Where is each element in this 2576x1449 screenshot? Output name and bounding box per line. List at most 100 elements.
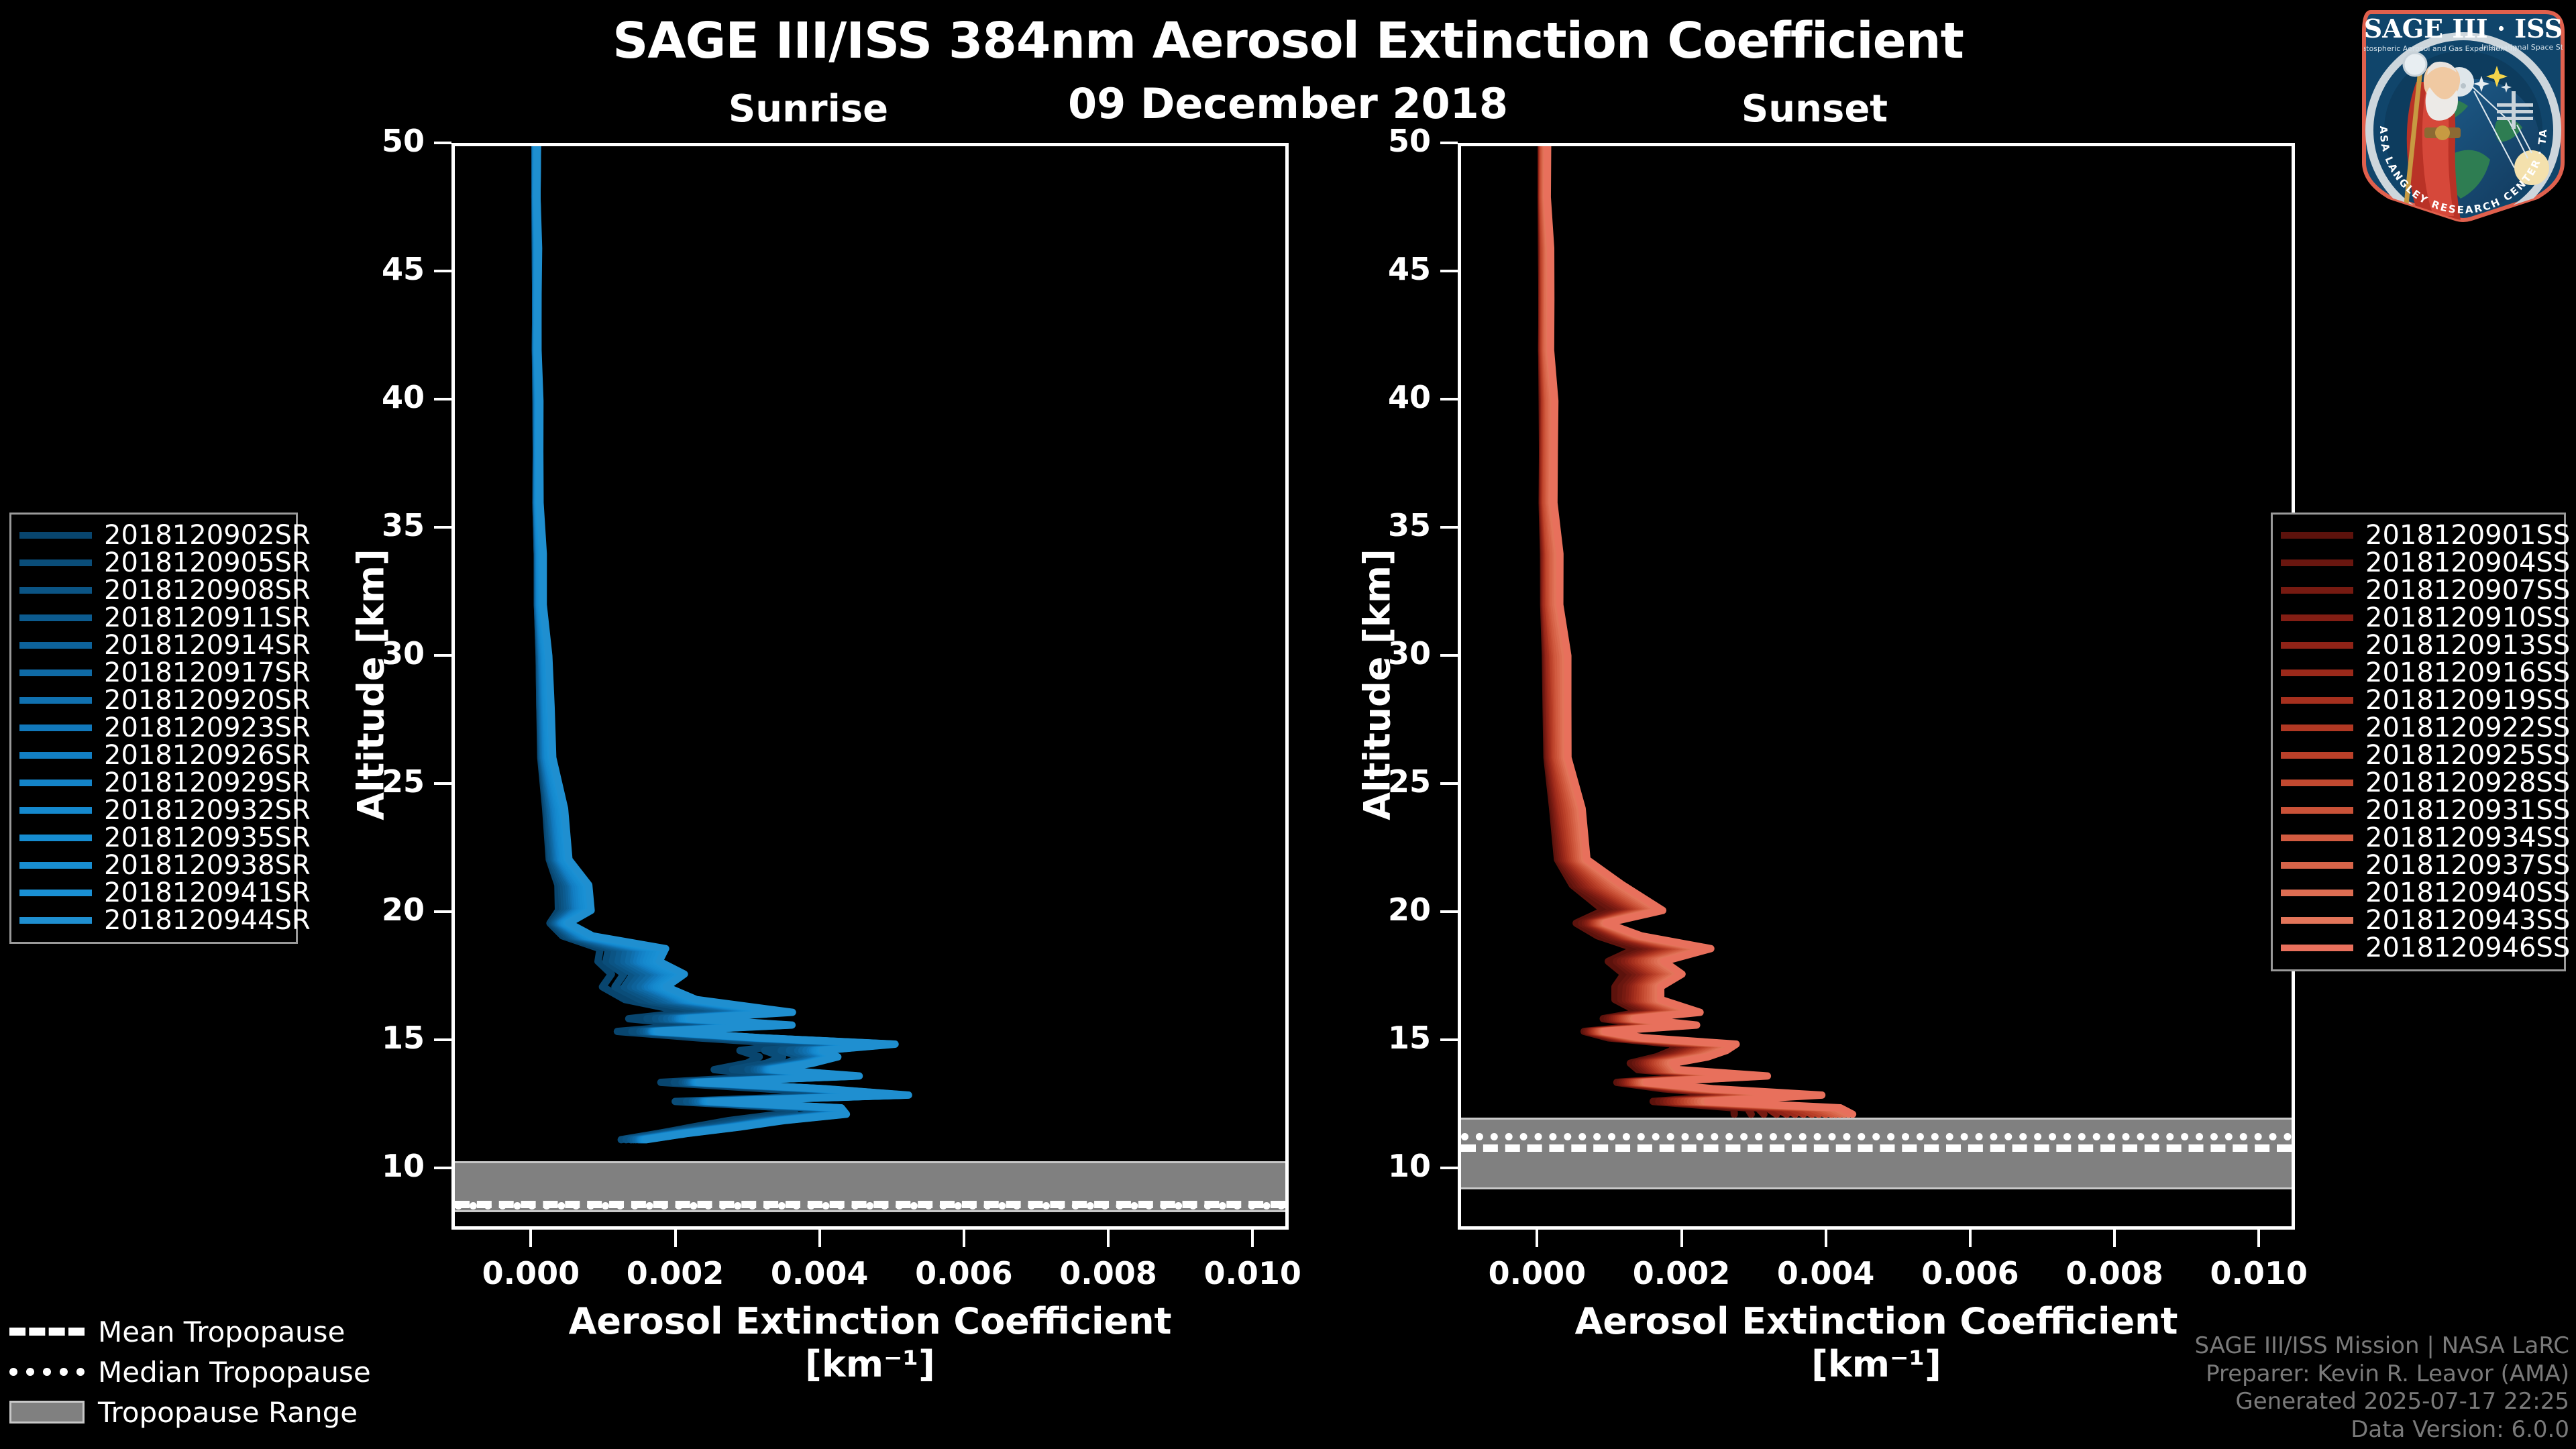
legend-item[interactable]: 2018120922SS bbox=[2281, 712, 2570, 743]
dashed-line-icon bbox=[9, 1328, 85, 1336]
legend-item[interactable]: 2018120940SS bbox=[2281, 877, 2570, 908]
legend-label: 2018120926SR bbox=[104, 739, 311, 771]
x-axis-tick-label: 0.010 bbox=[1203, 1255, 1301, 1291]
legend-item[interactable]: 2018120901SS bbox=[2281, 520, 2570, 551]
x-axis-tick-label: 0.002 bbox=[626, 1255, 724, 1291]
legend-label: 2018120902SR bbox=[104, 519, 311, 551]
median-tropopause-line bbox=[455, 1202, 1285, 1210]
legend-item[interactable]: 2018120931SS bbox=[2281, 795, 2570, 826]
legend-label: 2018120922SS bbox=[2365, 712, 2571, 743]
legend-label: 2018120914SR bbox=[104, 629, 311, 661]
legend-item[interactable]: 2018120905SR bbox=[19, 547, 311, 578]
legend-item[interactable]: 2018120920SR bbox=[19, 685, 311, 716]
legend-label: 2018120901SS bbox=[2365, 519, 2571, 551]
x-axis-tick bbox=[818, 1230, 821, 1247]
legend-item-tropopause-range: Tropopause Range bbox=[9, 1392, 371, 1432]
legend-label: 2018120928SS bbox=[2365, 767, 2571, 798]
y-axis-tick bbox=[434, 782, 451, 786]
legend-item[interactable]: 2018120911SR bbox=[19, 602, 311, 633]
legend-label: 2018120907SS bbox=[2365, 574, 2571, 606]
legend-item[interactable]: 2018120914SR bbox=[19, 630, 311, 661]
x-axis-tick-label: 0.000 bbox=[482, 1255, 580, 1291]
legend-color-swatch bbox=[19, 614, 92, 621]
legend-color-swatch bbox=[2281, 944, 2353, 951]
legend-item[interactable]: 2018120913SS bbox=[2281, 630, 2570, 661]
legend-item[interactable]: 2018120934SS bbox=[2281, 822, 2570, 853]
profile-line bbox=[531, 146, 897, 1144]
plot-area-sunrise bbox=[455, 146, 1285, 1226]
legend-item[interactable]: 2018120904SS bbox=[2281, 547, 2570, 578]
legend-item[interactable]: 2018120916SS bbox=[2281, 657, 2570, 688]
profile-line bbox=[531, 146, 900, 1144]
credits-line-mission: SAGE III/ISS Mission | NASA LaRC bbox=[2194, 1332, 2569, 1360]
legend-label: 2018120941SR bbox=[104, 877, 311, 908]
legend-color-swatch bbox=[19, 559, 92, 566]
y-axis-tick-label: 40 bbox=[1387, 379, 1431, 416]
legend-color-swatch bbox=[19, 724, 92, 731]
y-axis-tick-label: 10 bbox=[381, 1148, 425, 1185]
legend-item[interactable]: 2018120923SR bbox=[19, 712, 311, 743]
x-axis-tick bbox=[674, 1230, 677, 1247]
legend-item[interactable]: 2018120932SR bbox=[19, 795, 311, 826]
legend-color-swatch bbox=[19, 751, 92, 759]
legend-item[interactable]: 2018120937SS bbox=[2281, 850, 2570, 881]
y-axis-tick-label: 45 bbox=[381, 251, 425, 288]
profile-line bbox=[1540, 146, 1835, 1118]
legend-item[interactable]: 2018120917SR bbox=[19, 657, 311, 688]
x-axis-tick-label: 0.004 bbox=[770, 1255, 869, 1291]
y-axis-tick bbox=[1440, 1167, 1458, 1170]
legend-label: 2018120937SS bbox=[2365, 849, 2571, 881]
y-axis-tick-label: 30 bbox=[1387, 635, 1431, 672]
legend-sunrise[interactable]: 2018120902SR 2018120905SR 2018120908SR 2018… bbox=[9, 513, 311, 944]
y-axis-title-sunrise: Altitude [km] bbox=[350, 549, 392, 820]
y-axis-tick-label: 15 bbox=[1387, 1020, 1431, 1057]
patch-subtitle-right-line: International Space Station bbox=[2481, 43, 2571, 52]
legend-item[interactable]: 2018120910SS bbox=[2281, 602, 2570, 633]
legend-item[interactable]: 2018120946SS bbox=[2281, 932, 2570, 963]
legend-item[interactable]: 2018120907SS bbox=[2281, 575, 2570, 606]
profile-line bbox=[1544, 146, 1857, 1118]
legend-item[interactable]: 2018120929SR bbox=[19, 767, 311, 798]
y-axis-tick bbox=[434, 398, 451, 401]
profile-line bbox=[531, 146, 890, 1144]
profile-line bbox=[533, 146, 908, 1144]
profile-line bbox=[1542, 146, 1848, 1118]
x-axis-tick bbox=[2113, 1230, 2116, 1247]
legend-item[interactable]: 2018120928SS bbox=[2281, 767, 2570, 798]
profile-line bbox=[532, 146, 904, 1144]
profile-line bbox=[1540, 146, 1839, 1118]
legend-label: 2018120923SR bbox=[104, 712, 311, 743]
legend-label: 2018120916SS bbox=[2365, 657, 2571, 688]
mean-tropopause-line bbox=[1461, 1144, 2292, 1152]
y-axis-tick-label: 25 bbox=[381, 763, 425, 800]
legend-item[interactable]: 2018120938SR bbox=[19, 850, 311, 881]
legend-item[interactable]: 2018120941SR bbox=[19, 877, 311, 908]
legend-item[interactable]: 2018120935SR bbox=[19, 822, 311, 853]
profile-line bbox=[531, 146, 894, 1144]
y-axis-tick-label: 35 bbox=[1387, 507, 1431, 544]
legend-label: 2018120946SS bbox=[2365, 932, 2571, 963]
legend-color-swatch bbox=[2281, 724, 2353, 731]
x-axis-tick bbox=[1536, 1230, 1539, 1247]
x-axis-tick-label: 0.006 bbox=[1921, 1255, 2019, 1291]
legend-sunset[interactable]: 2018120901SS 2018120904SS 2018120907SS 2018… bbox=[2271, 513, 2570, 971]
y-axis-tick-label: 20 bbox=[381, 892, 425, 928]
profile-line bbox=[531, 146, 879, 1144]
legend-item[interactable]: 2018120908SR bbox=[19, 575, 311, 606]
legend-item[interactable]: 2018120926SR bbox=[19, 740, 311, 771]
legend-color-swatch bbox=[19, 779, 92, 786]
x-axis-tick-label: 0.006 bbox=[915, 1255, 1013, 1291]
legend-item[interactable]: 2018120919SS bbox=[2281, 685, 2570, 716]
x-axis-tick bbox=[1107, 1230, 1110, 1247]
legend-item[interactable]: 2018120944SR bbox=[19, 905, 311, 936]
legend-label-median-tropopause: Median Tropopause bbox=[98, 1355, 371, 1389]
legend-item[interactable]: 2018120902SR bbox=[19, 520, 311, 551]
legend-label: 2018120917SR bbox=[104, 657, 311, 688]
legend-item[interactable]: 2018120925SS bbox=[2281, 740, 2570, 771]
x-axis-tick bbox=[1251, 1230, 1254, 1247]
legend-item[interactable]: 2018120943SS bbox=[2281, 905, 2570, 936]
x-axis-title-sunset: Aerosol Extinction Coefficient [km⁻¹] bbox=[1458, 1300, 2295, 1385]
profile-line bbox=[1543, 146, 1852, 1118]
page-title: SAGE III/ISS 384nm Aerosol Extinction Co… bbox=[612, 12, 1964, 70]
patch-title: SAGE III · ISS bbox=[2364, 13, 2563, 44]
